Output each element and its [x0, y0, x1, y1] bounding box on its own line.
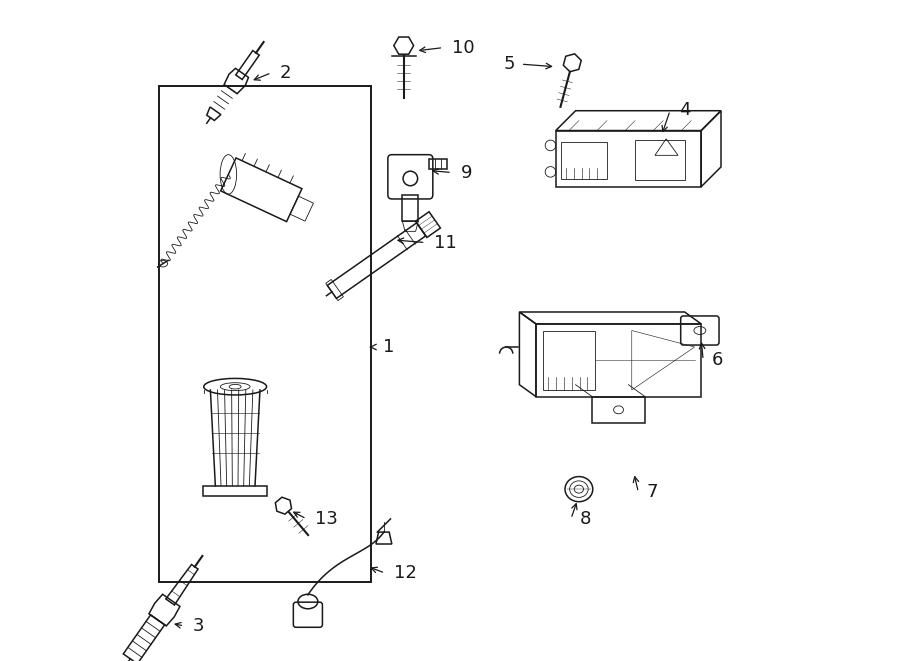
- Bar: [543, 330, 596, 390]
- Text: 8: 8: [580, 510, 591, 528]
- Text: 5: 5: [504, 55, 516, 73]
- Bar: [402, 195, 418, 221]
- Text: 1: 1: [382, 338, 394, 356]
- Text: 6: 6: [712, 351, 723, 369]
- Bar: [159, 86, 371, 582]
- Text: 7: 7: [647, 483, 659, 502]
- Text: 11: 11: [434, 233, 457, 252]
- Ellipse shape: [230, 385, 241, 389]
- Text: 2: 2: [280, 63, 292, 82]
- Bar: [592, 397, 645, 423]
- Text: 13: 13: [315, 510, 338, 528]
- Text: 10: 10: [452, 38, 474, 57]
- Bar: [536, 324, 701, 397]
- Bar: [635, 140, 685, 180]
- Text: 4: 4: [679, 101, 690, 120]
- Bar: [561, 142, 608, 178]
- Bar: [203, 486, 267, 496]
- Text: 3: 3: [193, 617, 204, 635]
- Text: 9: 9: [461, 163, 472, 182]
- Bar: [556, 131, 701, 186]
- Text: 12: 12: [394, 564, 417, 582]
